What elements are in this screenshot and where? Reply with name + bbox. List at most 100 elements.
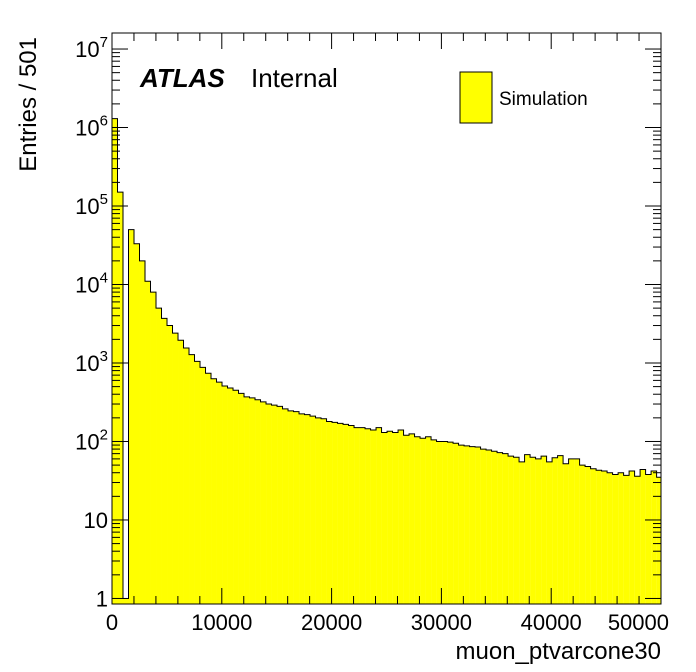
histogram-bin: [260, 401, 267, 604]
histogram-bin: [535, 458, 542, 604]
histogram-bin: [299, 413, 305, 604]
histogram-bin: [211, 378, 217, 604]
histogram-bin: [568, 458, 575, 604]
histogram-bin: [618, 472, 624, 604]
plot-area: [111, 118, 662, 605]
histogram-bin: [172, 333, 179, 604]
histogram-bin: [359, 427, 366, 604]
histogram-bin: [326, 421, 333, 604]
y-tick-label: 104: [75, 269, 108, 297]
histogram-bin: [310, 416, 316, 604]
histogram-bin: [216, 382, 223, 604]
histogram-bin: [189, 354, 195, 604]
histogram-bin: [167, 325, 173, 604]
histogram-bin: [398, 430, 404, 604]
histogram-bin: [469, 446, 476, 604]
histogram-bin: [442, 441, 448, 604]
histogram-bin: [524, 454, 531, 604]
histogram-bin: [244, 396, 250, 604]
histogram-bin: [128, 229, 135, 605]
histogram-bin: [183, 348, 190, 604]
legend: Simulation: [459, 71, 588, 124]
legend-label-simulation: Simulation: [499, 89, 588, 110]
x-tick-label: 20000: [301, 610, 362, 635]
histogram-bin: [458, 445, 465, 604]
axis-ticks: [111, 33, 662, 604]
histogram-bin: [112, 118, 118, 604]
histogram-bin: [150, 292, 157, 604]
plot-frame: [111, 32, 662, 605]
histogram-bin: [266, 404, 272, 604]
histogram-bin: [656, 477, 661, 604]
histogram-bin: [612, 474, 619, 604]
histogram-bin: [640, 469, 646, 604]
histogram-bin: [431, 439, 437, 604]
histogram-bin: [420, 438, 426, 604]
histogram-outline: [111, 118, 662, 604]
histogram-bin: [304, 414, 311, 604]
histogram-bin: [387, 431, 393, 604]
histogram-bin: [145, 281, 151, 604]
histogram-bin: [139, 260, 146, 604]
histogram-bin: [645, 474, 652, 604]
histogram-bin: [354, 427, 360, 604]
histogram-bin: [194, 361, 201, 604]
x-tick-label: 40000: [521, 610, 582, 635]
histogram-bin: [590, 468, 597, 604]
x-tick-label: 10000: [191, 610, 252, 635]
histogram-bin: [585, 466, 591, 604]
histogram-bin: [200, 367, 206, 604]
atlas-annotation: ATLAS Internal: [139, 63, 338, 93]
x-tick-label: 50000: [608, 610, 669, 635]
y-tick-label: 1: [96, 586, 108, 611]
histogram-bin: [574, 458, 580, 604]
legend-swatch-simulation: [459, 71, 493, 124]
histogram-bin: [579, 465, 586, 604]
y-tick-label: 102: [75, 426, 108, 454]
x-axis-title: muon_ptvarcone30: [456, 638, 661, 665]
histogram-bin: [288, 410, 294, 604]
histogram-bin: [381, 432, 388, 604]
y-axis-title: Entries / 501: [15, 37, 42, 172]
y-tick-label: 103: [75, 348, 108, 376]
histogram-bin: [453, 443, 459, 604]
histogram-bin: [623, 475, 630, 604]
histogram-bin: [222, 385, 228, 604]
histogram-bin: [541, 456, 547, 604]
y-tick-label: 10: [84, 508, 108, 533]
histogram-bin: [370, 430, 377, 604]
histogram-bin: [403, 435, 410, 604]
histogram-bin: [178, 340, 184, 604]
histogram-bin: [277, 406, 283, 604]
histogram-bin: [486, 449, 492, 604]
histogram-bin: [343, 424, 349, 604]
histogram-bin: [425, 436, 432, 604]
x-tick-label: 0: [106, 610, 118, 635]
histogram-bin: [161, 318, 168, 604]
histogram-bin: [497, 452, 503, 604]
histogram-bin: [629, 471, 635, 604]
histogram-bin: [601, 471, 608, 604]
histogram-bin: [332, 422, 338, 604]
histogram-bin: [376, 427, 382, 604]
histogram-bin: [607, 472, 613, 604]
histogram-bin: [255, 399, 261, 604]
x-tick-label: 30000: [411, 610, 472, 635]
histogram-bin: [436, 441, 443, 604]
histogram-bin: [233, 390, 239, 604]
histogram-bin: [530, 457, 536, 604]
y-tick-label: 107: [75, 34, 108, 62]
histogram-bin: [563, 463, 569, 604]
histogram-bin: [502, 453, 509, 604]
histogram-bin: [315, 417, 322, 604]
histogram-bin: [552, 457, 558, 604]
histogram-bin: [508, 456, 514, 604]
histogram-bin: [156, 308, 162, 604]
histogram-bin: [475, 447, 481, 604]
histogram-bin: [134, 243, 140, 604]
histogram-bin: [519, 461, 525, 604]
histogram-bin: [348, 425, 355, 604]
histogram-bin: [491, 451, 498, 604]
histogram-bin: [513, 457, 520, 604]
